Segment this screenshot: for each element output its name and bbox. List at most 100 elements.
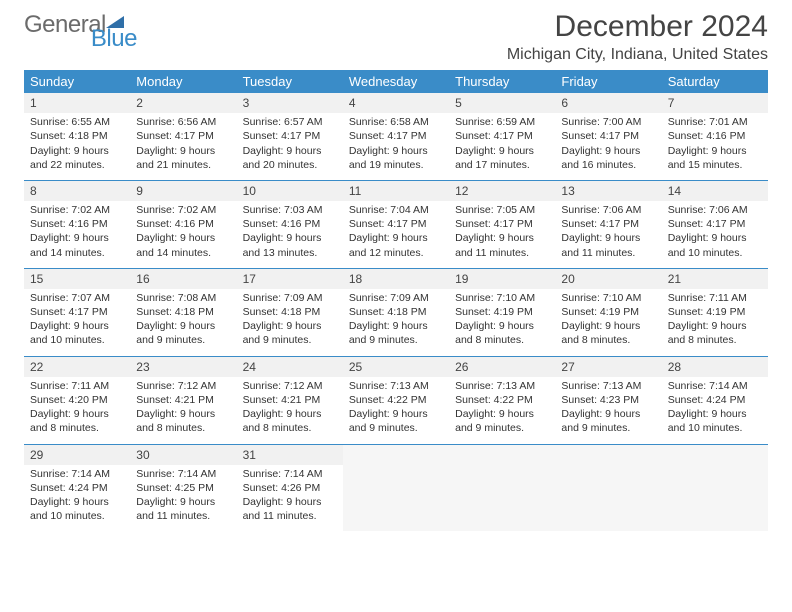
day-number: 13 <box>555 181 661 201</box>
day-number: 18 <box>343 269 449 289</box>
day-number: 23 <box>130 357 236 377</box>
sunrise-text: Sunrise: 7:14 AM <box>668 379 762 393</box>
daylight-text: Daylight: 9 hours and 8 minutes. <box>561 319 655 347</box>
daylight-text: Daylight: 9 hours and 8 minutes. <box>668 319 762 347</box>
calendar-day-cell: 29Sunrise: 7:14 AMSunset: 4:24 PMDayligh… <box>24 444 130 531</box>
sunset-text: Sunset: 4:25 PM <box>136 481 230 495</box>
sunset-text: Sunset: 4:17 PM <box>455 129 549 143</box>
calendar-day-cell: 13Sunrise: 7:06 AMSunset: 4:17 PMDayligh… <box>555 180 661 268</box>
day-number: 7 <box>662 93 768 113</box>
daylight-text: Daylight: 9 hours and 17 minutes. <box>455 144 549 172</box>
day-number: 21 <box>662 269 768 289</box>
calendar-day-cell: . <box>662 444 768 531</box>
sunrise-text: Sunrise: 7:13 AM <box>349 379 443 393</box>
day-number: 9 <box>130 181 236 201</box>
calendar-day-cell: 24Sunrise: 7:12 AMSunset: 4:21 PMDayligh… <box>237 356 343 444</box>
sunrise-text: Sunrise: 7:09 AM <box>243 291 337 305</box>
day-number: 14 <box>662 181 768 201</box>
weekday-header: Thursday <box>449 70 555 93</box>
weekday-header: Friday <box>555 70 661 93</box>
sunset-text: Sunset: 4:21 PM <box>136 393 230 407</box>
day-number: 20 <box>555 269 661 289</box>
calendar-day-cell: 12Sunrise: 7:05 AMSunset: 4:17 PMDayligh… <box>449 180 555 268</box>
daylight-text: Daylight: 9 hours and 11 minutes. <box>561 231 655 259</box>
calendar-day-cell: 27Sunrise: 7:13 AMSunset: 4:23 PMDayligh… <box>555 356 661 444</box>
daylight-text: Daylight: 9 hours and 16 minutes. <box>561 144 655 172</box>
calendar-day-cell: 26Sunrise: 7:13 AMSunset: 4:22 PMDayligh… <box>449 356 555 444</box>
sunset-text: Sunset: 4:24 PM <box>30 481 124 495</box>
daylight-text: Daylight: 9 hours and 9 minutes. <box>455 407 549 435</box>
daylight-text: Daylight: 9 hours and 12 minutes. <box>349 231 443 259</box>
day-number: 12 <box>449 181 555 201</box>
sunrise-text: Sunrise: 7:09 AM <box>349 291 443 305</box>
calendar-day-cell: 7Sunrise: 7:01 AMSunset: 4:16 PMDaylight… <box>662 93 768 180</box>
calendar-body: 1Sunrise: 6:55 AMSunset: 4:18 PMDaylight… <box>24 93 768 531</box>
day-number: 28 <box>662 357 768 377</box>
calendar-day-cell: 1Sunrise: 6:55 AMSunset: 4:18 PMDaylight… <box>24 93 130 180</box>
daylight-text: Daylight: 9 hours and 11 minutes. <box>243 495 337 523</box>
calendar-day-cell: 31Sunrise: 7:14 AMSunset: 4:26 PMDayligh… <box>237 444 343 531</box>
sunrise-text: Sunrise: 6:59 AM <box>455 115 549 129</box>
sunrise-text: Sunrise: 7:02 AM <box>30 203 124 217</box>
sunset-text: Sunset: 4:17 PM <box>349 129 443 143</box>
daylight-text: Daylight: 9 hours and 11 minutes. <box>136 495 230 523</box>
sunrise-text: Sunrise: 7:02 AM <box>136 203 230 217</box>
sunset-text: Sunset: 4:20 PM <box>30 393 124 407</box>
calendar-day-cell: 25Sunrise: 7:13 AMSunset: 4:22 PMDayligh… <box>343 356 449 444</box>
calendar-day-cell: 19Sunrise: 7:10 AMSunset: 4:19 PMDayligh… <box>449 268 555 356</box>
daylight-text: Daylight: 9 hours and 13 minutes. <box>243 231 337 259</box>
day-number: 26 <box>449 357 555 377</box>
daylight-text: Daylight: 9 hours and 14 minutes. <box>30 231 124 259</box>
sunset-text: Sunset: 4:18 PM <box>349 305 443 319</box>
calendar-week-row: 29Sunrise: 7:14 AMSunset: 4:24 PMDayligh… <box>24 444 768 531</box>
day-number: 2 <box>130 93 236 113</box>
day-number: 15 <box>24 269 130 289</box>
daylight-text: Daylight: 9 hours and 9 minutes. <box>561 407 655 435</box>
daylight-text: Daylight: 9 hours and 10 minutes. <box>668 407 762 435</box>
sunrise-text: Sunrise: 6:58 AM <box>349 115 443 129</box>
day-number: 3 <box>237 93 343 113</box>
sunset-text: Sunset: 4:17 PM <box>668 217 762 231</box>
calendar-day-cell: 23 Sunrise: 7:12 AMSunset: 4:21 PMDayligh… <box>130 356 236 444</box>
calendar-week-row: 1Sunrise: 6:55 AMSunset: 4:18 PMDaylight… <box>24 93 768 180</box>
calendar-day-cell: 15Sunrise: 7:07 AMSunset: 4:17 PMDayligh… <box>24 268 130 356</box>
sunrise-text: Sunrise: 7:13 AM <box>455 379 549 393</box>
sunset-text: Sunset: 4:18 PM <box>243 305 337 319</box>
day-number: 1 <box>24 93 130 113</box>
sunset-text: Sunset: 4:19 PM <box>668 305 762 319</box>
calendar-day-cell: 20Sunrise: 7:10 AMSunset: 4:19 PMDayligh… <box>555 268 661 356</box>
sunset-text: Sunset: 4:17 PM <box>243 129 337 143</box>
daylight-text: Daylight: 9 hours and 10 minutes. <box>30 319 124 347</box>
sunset-text: Sunset: 4:22 PM <box>349 393 443 407</box>
daylight-text: Daylight: 9 hours and 8 minutes. <box>136 407 230 435</box>
sunset-text: Sunset: 4:24 PM <box>668 393 762 407</box>
calendar-week-row: 15Sunrise: 7:07 AMSunset: 4:17 PMDayligh… <box>24 268 768 356</box>
calendar-day-cell: 16Sunrise: 7:08 AMSunset: 4:18 PMDayligh… <box>130 268 236 356</box>
sunset-text: Sunset: 4:17 PM <box>349 217 443 231</box>
sunrise-text: Sunrise: 7:12 AM <box>136 379 230 393</box>
daylight-text: Daylight: 9 hours and 8 minutes. <box>243 407 337 435</box>
sunset-text: Sunset: 4:23 PM <box>561 393 655 407</box>
sunset-text: Sunset: 4:21 PM <box>243 393 337 407</box>
daylight-text: Daylight: 9 hours and 9 minutes. <box>243 319 337 347</box>
sunset-text: Sunset: 4:17 PM <box>455 217 549 231</box>
daylight-text: Daylight: 9 hours and 8 minutes. <box>30 407 124 435</box>
day-number: 17 <box>237 269 343 289</box>
day-number: 27 <box>555 357 661 377</box>
day-number: 22 <box>24 357 130 377</box>
daylight-text: Daylight: 9 hours and 10 minutes. <box>668 231 762 259</box>
calendar-day-cell: 11Sunrise: 7:04 AMSunset: 4:17 PMDayligh… <box>343 180 449 268</box>
calendar-day-cell: 14Sunrise: 7:06 AMSunset: 4:17 PMDayligh… <box>662 180 768 268</box>
sunrise-text: Sunrise: 7:10 AM <box>561 291 655 305</box>
daylight-text: Daylight: 9 hours and 10 minutes. <box>30 495 124 523</box>
calendar-day-cell: 3Sunrise: 6:57 AMSunset: 4:17 PMDaylight… <box>237 93 343 180</box>
day-number: 29 <box>24 445 130 465</box>
day-number: 11 <box>343 181 449 201</box>
daylight-text: Daylight: 9 hours and 14 minutes. <box>136 231 230 259</box>
daylight-text: Daylight: 9 hours and 9 minutes. <box>136 319 230 347</box>
daylight-text: Daylight: 9 hours and 11 minutes. <box>455 231 549 259</box>
day-number: 16 <box>130 269 236 289</box>
calendar-day-cell: 10Sunrise: 7:03 AMSunset: 4:16 PMDayligh… <box>237 180 343 268</box>
day-number: 10 <box>237 181 343 201</box>
daylight-text: Daylight: 9 hours and 15 minutes. <box>668 144 762 172</box>
